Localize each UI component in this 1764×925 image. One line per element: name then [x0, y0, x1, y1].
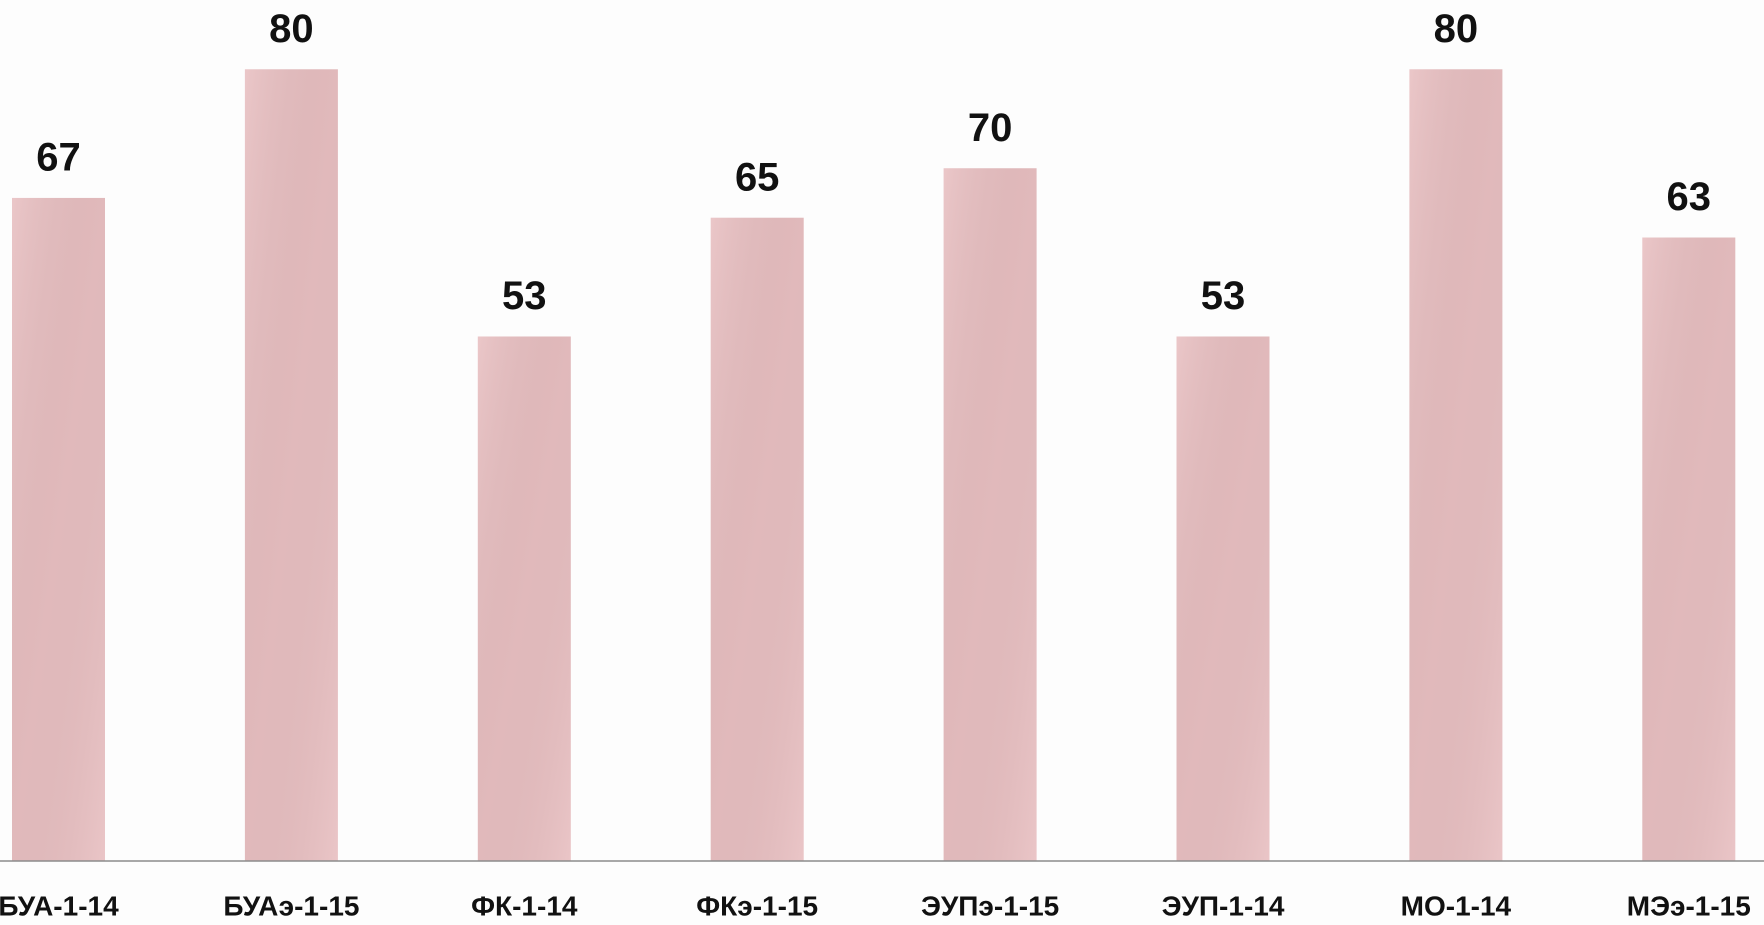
x-tick-label: ФКэ-1-15 [696, 890, 818, 921]
bar [244, 69, 338, 861]
bar [1642, 237, 1736, 862]
bar [1176, 336, 1270, 861]
x-tick-label: МЭэ-1-15 [1627, 890, 1751, 921]
data-label: 67 [36, 135, 81, 179]
bar [710, 217, 804, 862]
data-label: 53 [1201, 274, 1246, 318]
bar [477, 336, 571, 861]
data-label: 53 [502, 274, 547, 318]
bar [943, 168, 1037, 861]
x-tick-label: БУАэ-1-15 [223, 890, 359, 921]
bar [12, 197, 105, 861]
x-tick-label: ЭУП-1-14 [1162, 890, 1285, 921]
data-label: 65 [735, 155, 780, 199]
x-tick-label: БУА-1-14 [0, 890, 119, 921]
data-label: 70 [968, 106, 1013, 150]
x-tick-label: МО-1-14 [1401, 890, 1512, 921]
x-tick-label: ЭУПэ-1-15 [921, 890, 1059, 921]
data-label: 80 [269, 7, 314, 51]
data-label: 80 [1434, 7, 1479, 51]
bar [1409, 69, 1503, 861]
data-label: 63 [1667, 175, 1712, 219]
x-tick-label: ФК-1-14 [471, 890, 578, 921]
